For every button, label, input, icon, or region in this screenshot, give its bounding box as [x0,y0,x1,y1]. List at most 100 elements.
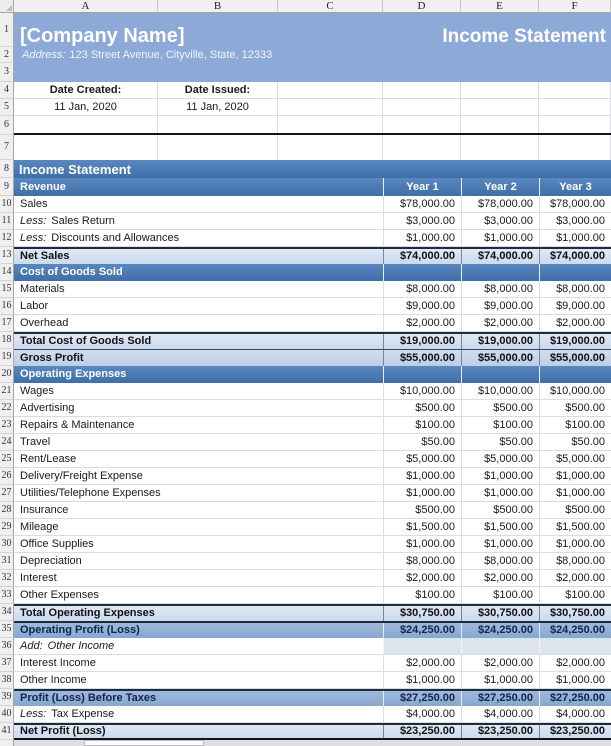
value-cell[interactable]: $19,000.00 [461,334,539,349]
row-label-cell[interactable]: Repairs & Maintenance [14,417,383,433]
row-header[interactable]: 12 [0,230,14,247]
value-cell[interactable]: $1,500.00 [461,519,539,535]
row-label-cell[interactable]: Interest Income [14,655,383,671]
row-header[interactable]: 21 [0,383,14,400]
row-header[interactable]: 3 [0,63,14,82]
value-cell[interactable]: $2,000.00 [539,655,611,671]
row-header[interactable]: 40 [0,706,14,723]
value-cell[interactable]: $5,000.00 [383,451,461,467]
row-header[interactable]: 24 [0,434,14,451]
row-header[interactable]: 25 [0,451,14,468]
subtotal-label-cell[interactable]: Net Profit (Loss) [20,725,106,737]
value-cell[interactable]: $500.00 [461,400,539,416]
value-cell[interactable]: $4,000.00 [383,706,461,722]
value-cell[interactable]: $55,000.00 [461,350,539,366]
value-cell[interactable]: $24,250.00 [539,623,611,638]
empty-cell[interactable] [158,116,278,133]
value-cell[interactable]: $3,000.00 [461,213,539,229]
value-cell[interactable]: $8,000.00 [461,281,539,297]
value-cell[interactable]: $1,000.00 [383,468,461,484]
row-header[interactable]: 7 [0,135,14,160]
row-label-cell[interactable]: Other Expenses [14,587,383,603]
value-cell[interactable]: $9,000.00 [461,298,539,314]
value-cell[interactable]: $10,000.00 [383,383,461,399]
value-cell[interactable]: $50.00 [539,434,611,450]
value-cell[interactable]: $2,000.00 [539,315,611,331]
column-header-c[interactable]: C [278,0,383,13]
row-header[interactable]: 4 [0,82,14,99]
row-label-cell[interactable]: Travel [14,434,383,450]
row-header[interactable]: 1 [0,13,14,47]
row-label-cell[interactable]: Utilities/Telephone Expenses [14,485,383,501]
empty-cell[interactable] [383,99,461,116]
value-cell[interactable]: $27,250.00 [383,691,461,706]
value-cell[interactable]: $19,000.00 [539,334,611,349]
subtotal-label-cell[interactable]: Net Sales [20,250,70,262]
empty-cell[interactable] [278,116,383,133]
subtotal-label-cell[interactable]: Total Operating Expenses [20,607,155,619]
value-cell[interactable]: $1,000.00 [461,468,539,484]
row-header[interactable]: 18 [0,332,14,349]
value-cell[interactable]: $100.00 [383,417,461,433]
row-header[interactable]: 11 [0,213,14,230]
empty-cell[interactable] [14,116,158,133]
value-cell[interactable]: $500.00 [383,400,461,416]
value-cell[interactable]: $1,000.00 [383,536,461,552]
value-cell[interactable]: $24,250.00 [383,623,461,638]
empty-cell[interactable] [383,366,461,383]
row-header[interactable]: 20 [0,366,14,383]
value-cell[interactable]: $4,000.00 [461,706,539,722]
row-label-cell[interactable]: Advertising [14,400,383,416]
value-cell[interactable]: $50.00 [461,434,539,450]
row-header[interactable]: 22 [0,400,14,417]
empty-cell[interactable] [539,366,611,383]
value-cell[interactable]: $2,000.00 [461,655,539,671]
empty-cell[interactable] [383,135,461,160]
value-cell[interactable]: $74,000.00 [383,249,461,264]
value-cell[interactable]: $1,000.00 [461,672,539,688]
value-cell[interactable]: $5,000.00 [539,451,611,467]
value-cell[interactable]: $1,000.00 [461,230,539,246]
row-header[interactable]: 27 [0,485,14,502]
value-cell[interactable]: $2,000.00 [383,315,461,331]
value-cell[interactable]: $3,000.00 [383,213,461,229]
empty-cell[interactable] [278,135,383,160]
value-cell[interactable]: $27,250.00 [461,691,539,706]
value-cell[interactable]: $1,000.00 [461,536,539,552]
row-label-cell[interactable]: Mileage [14,519,383,535]
column-header-a[interactable]: A [14,0,158,13]
value-cell[interactable]: $2,000.00 [539,570,611,586]
value-cell[interactable]: $2,000.00 [383,570,461,586]
row-label-cell[interactable]: Other Income [14,672,383,688]
column-header-f[interactable]: F [539,0,611,13]
value-cell[interactable]: $1,000.00 [383,672,461,688]
empty-cell[interactable] [539,82,611,99]
section-header-revenue[interactable]: Revenue [20,180,66,193]
row-header[interactable]: 14 [0,264,14,281]
row-header[interactable]: 34 [0,604,14,621]
empty-cell[interactable] [539,99,611,116]
value-cell[interactable]: $1,500.00 [383,519,461,535]
value-cell[interactable]: $10,000.00 [539,383,611,399]
row-header[interactable]: 10 [0,196,14,213]
empty-cell[interactable] [278,82,383,99]
value-cell[interactable]: $78,000.00 [461,196,539,212]
value-cell[interactable]: $8,000.00 [539,553,611,569]
value-cell[interactable]: $23,250.00 [383,725,461,738]
value-cell[interactable]: $1,000.00 [539,536,611,552]
row-label-cell[interactable]: Delivery/Freight Expense [14,468,383,484]
value-cell[interactable]: $100.00 [539,587,611,603]
horizontal-scrollbar-track[interactable] [14,740,611,746]
row-label-cell[interactable]: Wages [14,383,383,399]
value-cell[interactable]: $500.00 [461,502,539,518]
subtotal-label-cell[interactable]: Total Cost of Goods Sold [20,335,152,347]
value-cell[interactable]: $23,250.00 [461,725,539,738]
value-cell[interactable]: $74,000.00 [461,249,539,264]
value-cell[interactable]: $8,000.00 [461,553,539,569]
row-label-cell[interactable]: Depreciation [14,553,383,569]
column-header-b[interactable]: B [158,0,278,13]
date-issued-value-cell[interactable]: 11 Jan, 2020 [158,99,278,116]
value-cell[interactable]: $2,000.00 [383,655,461,671]
row-header[interactable]: 37 [0,655,14,672]
value-cell[interactable]: $100.00 [539,417,611,433]
